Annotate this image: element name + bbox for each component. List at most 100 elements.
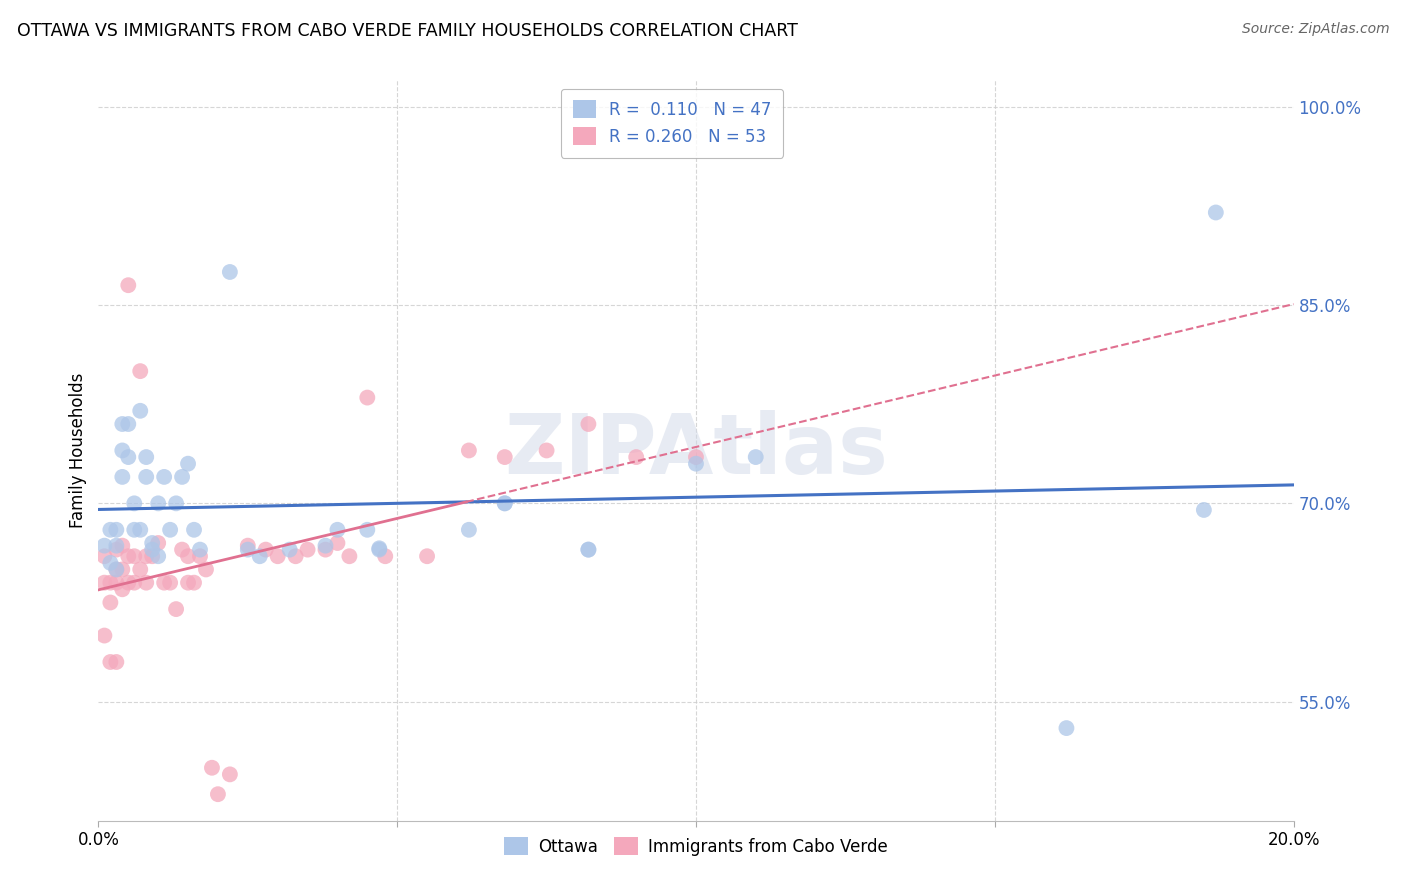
Point <box>135 575 157 590</box>
Point <box>278 542 301 557</box>
Point <box>685 457 707 471</box>
Point <box>745 450 768 464</box>
Point <box>148 496 170 510</box>
Point <box>416 549 439 564</box>
Point <box>153 575 176 590</box>
Point <box>297 542 319 557</box>
Point <box>111 539 134 553</box>
Y-axis label: Family Households: Family Households <box>69 373 87 528</box>
Point <box>93 549 115 564</box>
Point <box>494 450 516 464</box>
Point <box>141 536 163 550</box>
Point <box>93 539 115 553</box>
Point <box>135 470 157 484</box>
Point <box>236 542 259 557</box>
Point <box>105 562 128 576</box>
Point <box>177 575 200 590</box>
Point <box>458 523 481 537</box>
Point <box>124 496 146 510</box>
Point <box>183 575 205 590</box>
Point <box>254 542 277 557</box>
Point <box>356 391 378 405</box>
Point <box>183 523 205 537</box>
Point <box>105 542 128 557</box>
Point <box>141 549 163 564</box>
Point <box>1205 205 1227 219</box>
Point <box>315 539 337 553</box>
Point <box>458 443 481 458</box>
Point <box>124 523 146 537</box>
Point <box>578 542 600 557</box>
Point <box>159 523 181 537</box>
Point <box>172 470 194 484</box>
Point <box>219 265 242 279</box>
Point <box>578 542 600 557</box>
Point <box>201 761 224 775</box>
Point <box>129 562 152 576</box>
Point <box>111 470 134 484</box>
Point <box>626 450 648 464</box>
Point <box>117 278 139 293</box>
Point <box>98 595 122 609</box>
Text: ZIPAtlas: ZIPAtlas <box>503 410 889 491</box>
Point <box>105 562 128 576</box>
Text: OTTAWA VS IMMIGRANTS FROM CABO VERDE FAMILY HOUSEHOLDS CORRELATION CHART: OTTAWA VS IMMIGRANTS FROM CABO VERDE FAM… <box>17 22 797 40</box>
Point <box>105 539 128 553</box>
Point <box>236 539 259 553</box>
Legend: Ottawa, Immigrants from Cabo Verde: Ottawa, Immigrants from Cabo Verde <box>495 827 897 865</box>
Point <box>165 496 187 510</box>
Text: Source: ZipAtlas.com: Source: ZipAtlas.com <box>1241 22 1389 37</box>
Point <box>685 450 707 464</box>
Point <box>117 549 139 564</box>
Point <box>315 542 337 557</box>
Point <box>111 582 134 597</box>
Point <box>98 655 122 669</box>
Point <box>326 536 349 550</box>
Point <box>135 450 157 464</box>
Point <box>98 575 122 590</box>
Point <box>368 541 391 556</box>
Point <box>117 417 139 431</box>
Point <box>1192 503 1215 517</box>
Point <box>578 417 600 431</box>
Point <box>105 655 128 669</box>
Point <box>219 767 242 781</box>
Point <box>188 542 211 557</box>
Point <box>111 562 134 576</box>
Point <box>141 542 163 557</box>
Point <box>267 549 290 564</box>
Point <box>129 523 152 537</box>
Point <box>98 556 122 570</box>
Point <box>117 450 139 464</box>
Point <box>1056 721 1078 735</box>
Point <box>129 404 152 418</box>
Point <box>135 549 157 564</box>
Point <box>105 523 128 537</box>
Point <box>165 602 187 616</box>
Point <box>374 549 396 564</box>
Point <box>177 549 200 564</box>
Point <box>117 575 139 590</box>
Point <box>148 549 170 564</box>
Point <box>494 496 516 510</box>
Point <box>111 417 134 431</box>
Point <box>129 364 152 378</box>
Point <box>326 523 349 537</box>
Point <box>124 575 146 590</box>
Point <box>249 549 271 564</box>
Point <box>93 575 115 590</box>
Point <box>159 575 181 590</box>
Point <box>339 549 361 564</box>
Point <box>124 549 146 564</box>
Point <box>98 523 122 537</box>
Point <box>105 575 128 590</box>
Point <box>148 536 170 550</box>
Point <box>536 443 558 458</box>
Point <box>153 470 176 484</box>
Point <box>368 542 391 557</box>
Point <box>284 549 307 564</box>
Point <box>111 443 134 458</box>
Point <box>172 542 194 557</box>
Point <box>195 562 218 576</box>
Point <box>356 523 378 537</box>
